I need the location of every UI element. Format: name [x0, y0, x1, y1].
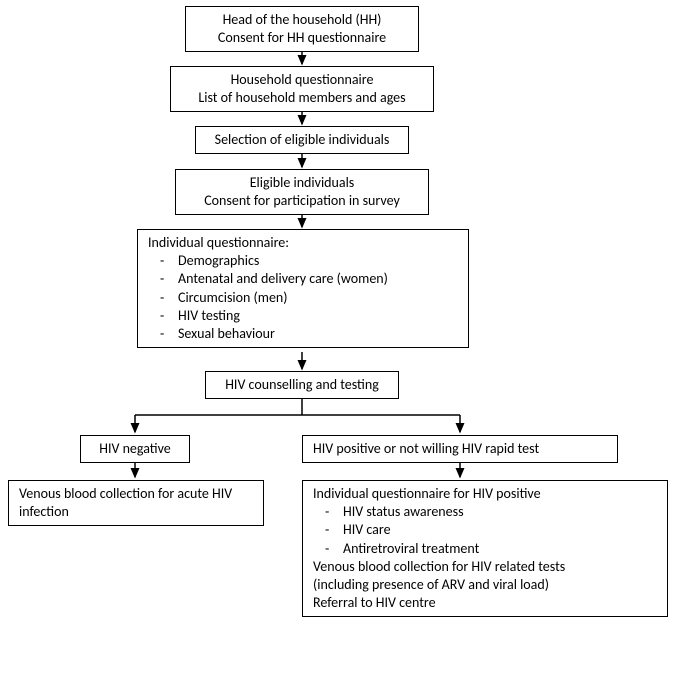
- text-line: Referral to HIV centre: [313, 594, 657, 612]
- text-line: List of household members and ages: [181, 89, 423, 107]
- text-line: Venous blood collection for acute HIV: [19, 485, 253, 503]
- node-household-questionnaire: Household questionnaire List of househol…: [170, 66, 434, 112]
- list-item: Sexual behaviour: [178, 325, 458, 343]
- list-item: Antenatal and delivery care (women): [178, 270, 458, 288]
- list-item: Antiretroviral treatment: [343, 540, 657, 558]
- text-header: Individual questionnaire for HIV positiv…: [313, 485, 657, 503]
- node-head-of-household: Head of the household (HH) Consent for H…: [185, 6, 419, 52]
- list-item: HIV status awareness: [343, 503, 657, 521]
- list-item: Demographics: [178, 252, 458, 270]
- node-eligible-individuals: Eligible individuals Consent for partici…: [175, 169, 429, 215]
- text-line: HIV positive or not willing HIV rapid te…: [313, 440, 607, 458]
- text-line: Eligible individuals: [186, 174, 418, 192]
- node-questionnaire-hiv-positive: Individual questionnaire for HIV positiv…: [302, 480, 668, 617]
- text-line: Venous blood collection for HIV related …: [313, 558, 657, 576]
- text-line: Household questionnaire: [181, 71, 423, 89]
- text-line: Selection of eligible individuals: [206, 131, 398, 149]
- node-hiv-negative: HIV negative: [80, 435, 190, 463]
- list-item: HIV care: [343, 521, 657, 539]
- text-line: infection: [19, 503, 253, 521]
- text-line: Head of the household (HH): [196, 11, 408, 29]
- node-hiv-positive-or-unwilling: HIV positive or not willing HIV rapid te…: [302, 435, 618, 463]
- text-line: HIV negative: [91, 440, 179, 458]
- list-item: HIV testing: [178, 307, 458, 325]
- node-individual-questionnaire: Individual questionnaire: Demographics A…: [137, 229, 469, 348]
- text-line: Consent for HH questionnaire: [196, 29, 408, 47]
- bullet-list: HIV status awareness HIV care Antiretrov…: [313, 503, 657, 558]
- list-item: Circumcision (men): [178, 289, 458, 307]
- node-selection-eligible: Selection of eligible individuals: [195, 126, 409, 154]
- text-line: HIV counselling and testing: [216, 376, 388, 394]
- text-line: (including presence of ARV and viral loa…: [313, 576, 657, 594]
- text-header: Individual questionnaire:: [148, 234, 458, 252]
- node-hiv-counselling: HIV counselling and testing: [205, 371, 399, 399]
- text-line: Consent for participation in survey: [186, 192, 418, 210]
- bullet-list: Demographics Antenatal and delivery care…: [148, 252, 458, 343]
- node-venous-acute: Venous blood collection for acute HIV in…: [8, 480, 264, 526]
